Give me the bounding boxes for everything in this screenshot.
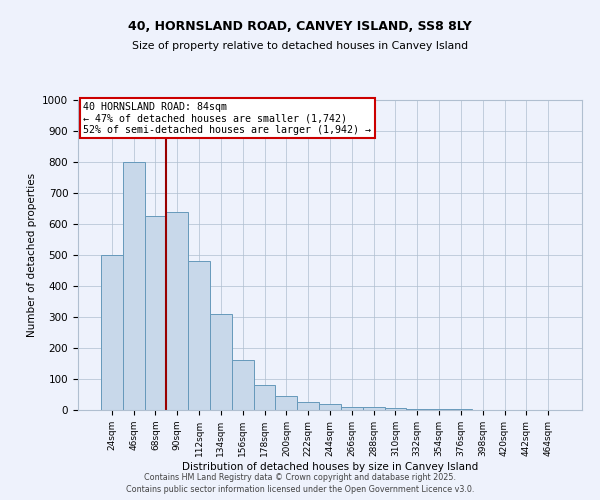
Bar (341, 407, 363, 410)
Bar (319, 404, 341, 410)
Bar (275, 396, 297, 410)
Bar (406, 409, 428, 410)
Bar (297, 402, 319, 410)
Bar (254, 385, 275, 410)
Bar (101, 255, 123, 410)
Text: 40, HORNSLAND ROAD, CANVEY ISLAND, SS8 8LY: 40, HORNSLAND ROAD, CANVEY ISLAND, SS8 8… (128, 20, 472, 33)
Bar (123, 162, 145, 410)
Bar (385, 408, 406, 410)
Y-axis label: Number of detached properties: Number of detached properties (26, 173, 37, 337)
Text: 40 HORNSLAND ROAD: 84sqm
← 47% of detached houses are smaller (1,742)
52% of sem: 40 HORNSLAND ROAD: 84sqm ← 47% of detach… (83, 102, 371, 134)
Bar (166, 212, 188, 410)
Text: Contains HM Land Registry data © Crown copyright and database right 2025.: Contains HM Land Registry data © Crown c… (144, 472, 456, 482)
Bar (210, 314, 232, 410)
Bar (232, 360, 254, 410)
X-axis label: Distribution of detached houses by size in Canvey Island: Distribution of detached houses by size … (182, 462, 478, 471)
Bar (188, 261, 210, 410)
Text: Size of property relative to detached houses in Canvey Island: Size of property relative to detached ho… (132, 41, 468, 51)
Bar (363, 407, 385, 410)
Text: Contains public sector information licensed under the Open Government Licence v3: Contains public sector information licen… (126, 485, 474, 494)
Bar (145, 216, 166, 410)
